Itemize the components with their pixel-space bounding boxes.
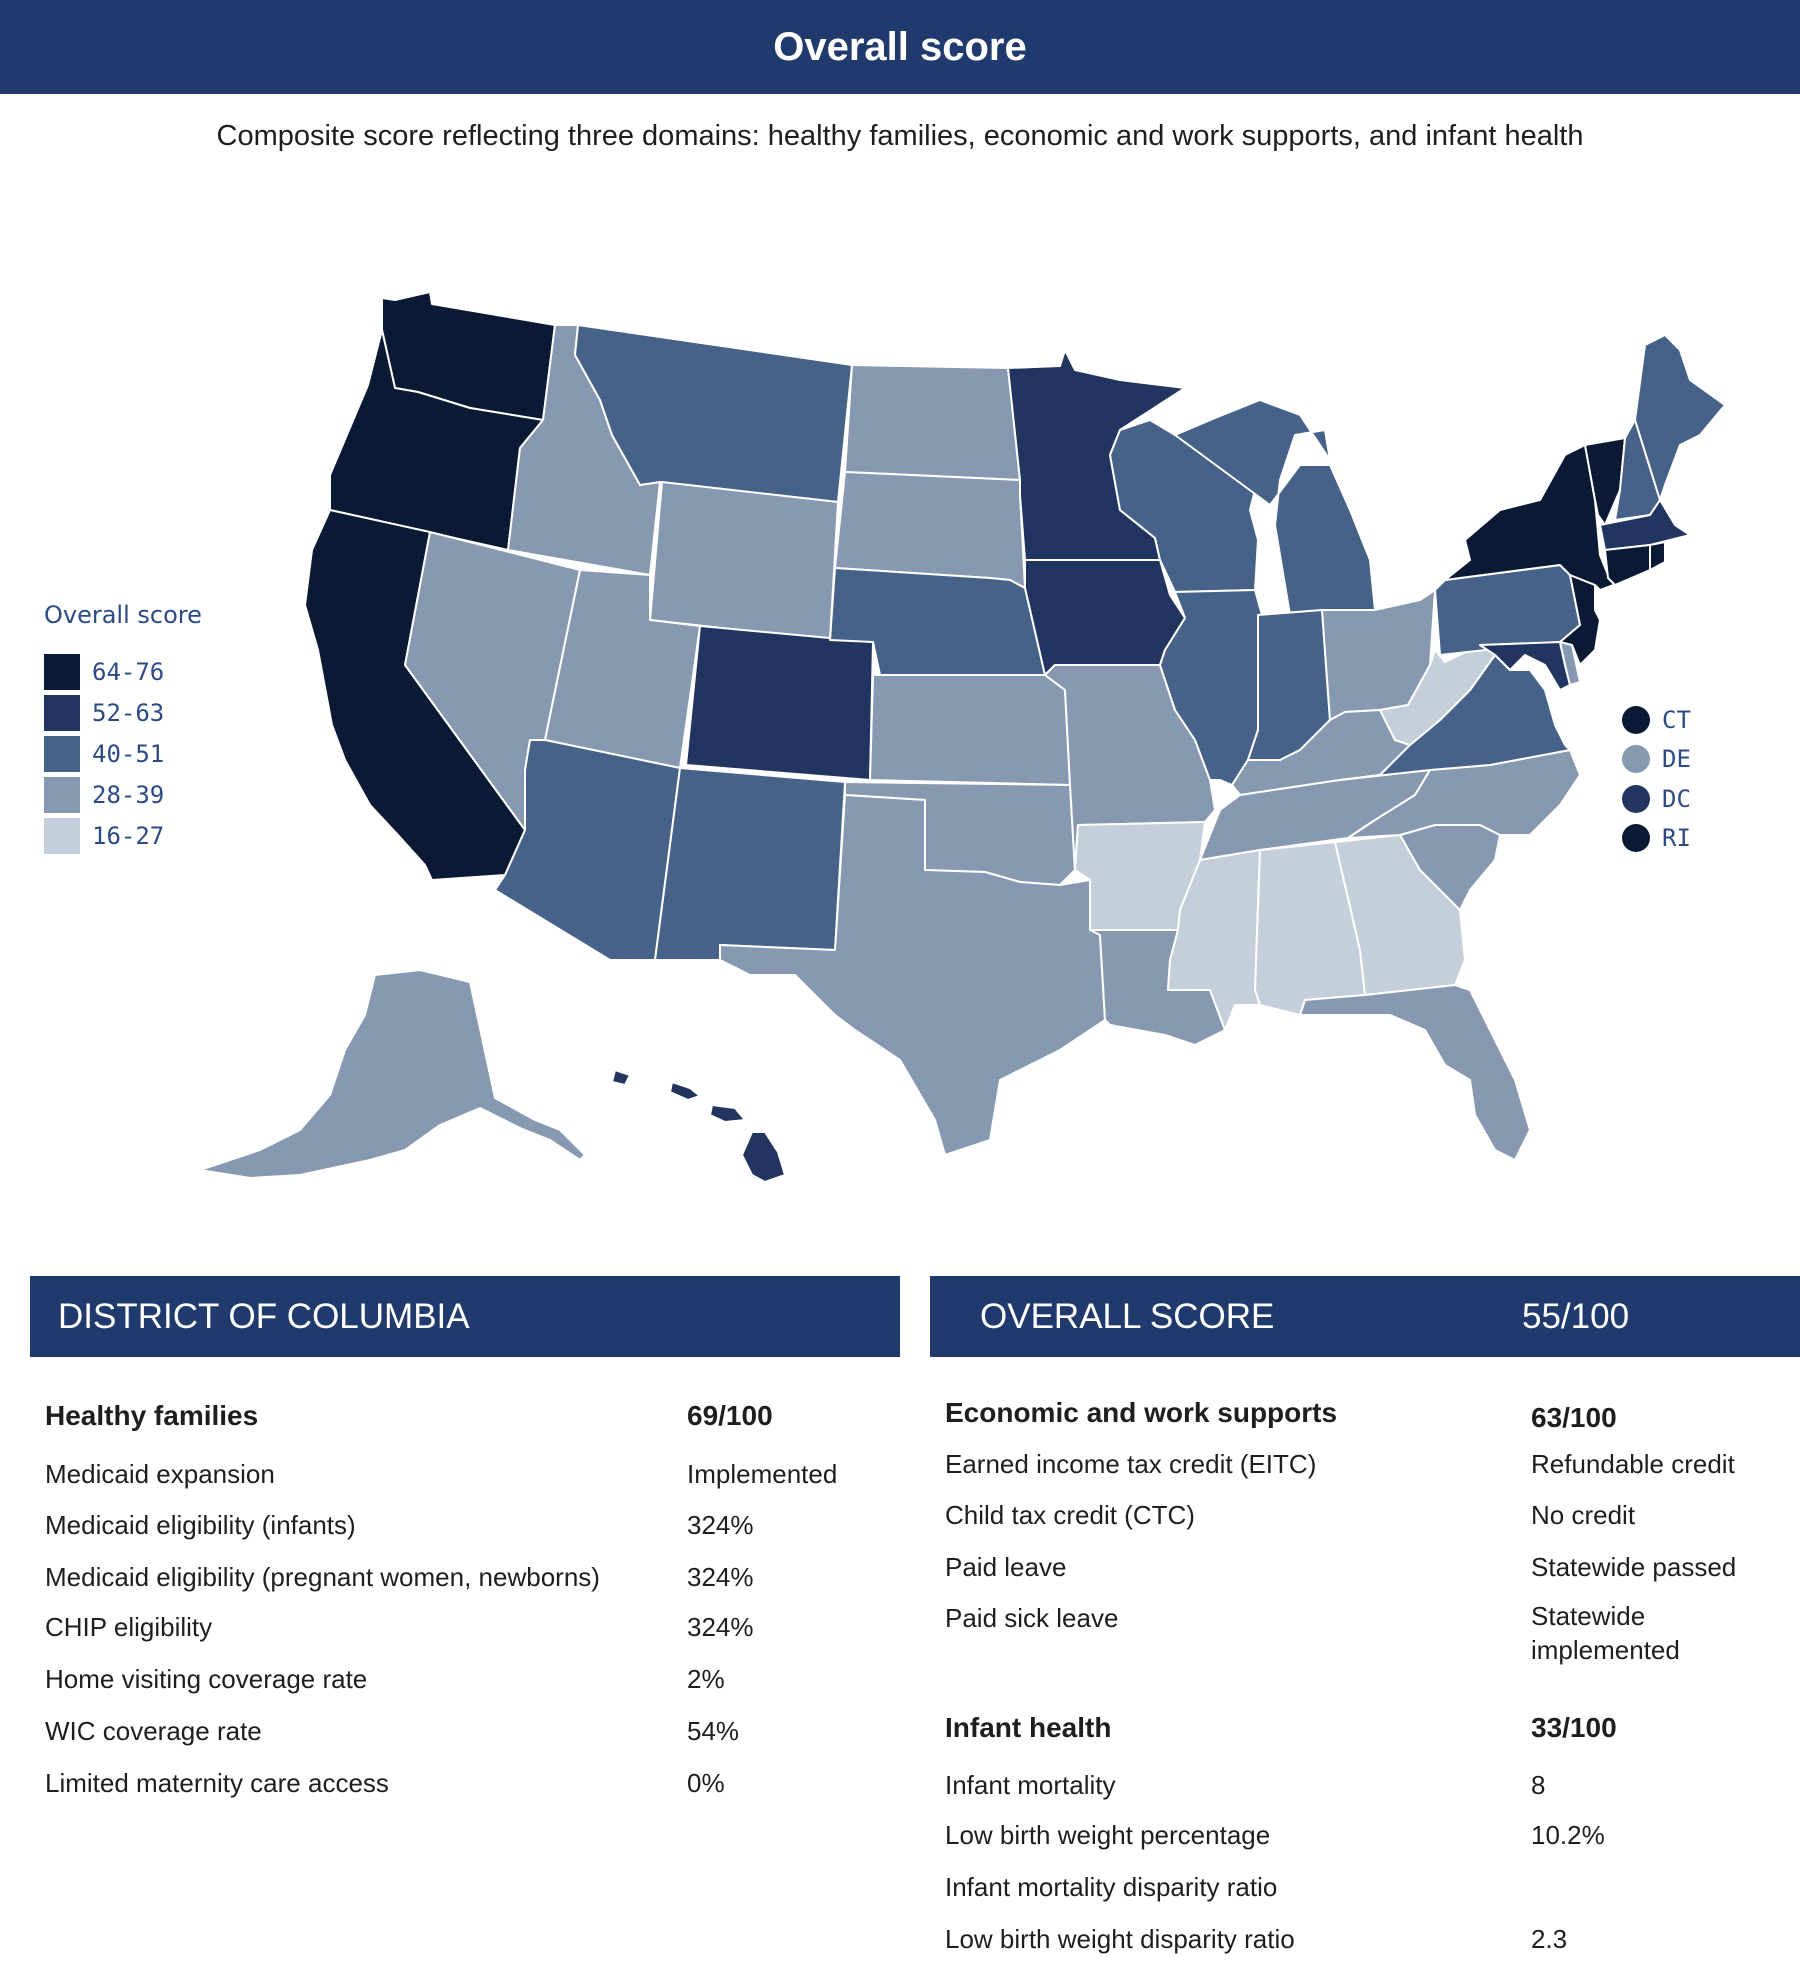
legend-label: 16-27 [92,821,165,850]
metric-value: 8 [1531,1770,1546,1800]
metric-label: Low birth weight disparity ratio [945,1924,1295,1954]
metric-value: 2.3 [1531,1924,1568,1954]
infant-health-title: Infant health [945,1712,1112,1743]
metric-label: Earned income tax credit (EITC) [945,1449,1317,1479]
metric-value: Refundable credit [1531,1449,1735,1479]
economic-work-title: Economic and work supports [945,1397,1338,1428]
small-state-item[interactable]: DC [1622,779,1691,819]
metric-label: Paid leave [945,1552,1067,1582]
infant-health-score: 33/100 [1531,1712,1617,1743]
state-ks[interactable] [869,674,1071,786]
small-state-dot [1622,784,1650,813]
state-me[interactable] [1634,334,1726,501]
state-mt[interactable] [574,324,853,503]
legend-item: 52-63 [44,692,304,733]
legend-swatch [44,653,80,690]
state-ia[interactable] [1024,559,1186,676]
legend-label: 40-51 [92,739,165,768]
overall-score-value: 55/100 [1522,1297,1630,1336]
metric-label: Child tax credit (CTC) [945,1500,1195,1530]
state-ct[interactable] [1604,544,1651,586]
metric-value: Implemented [687,1459,838,1489]
healthy-families-score: 69/100 [687,1400,773,1431]
metric-value: 324% [687,1562,754,1592]
metric-value: Statewide passed [1531,1552,1737,1582]
overall-score-header: OVERALL SCORE 55/100 [930,1276,1800,1357]
small-state-item[interactable]: DE [1622,740,1691,780]
metric-value: 10.2% [1531,1820,1605,1850]
state-name-header: DISTRICT OF COLUMBIA [30,1276,900,1357]
legend-label: 52-63 [92,698,165,727]
metric-value: 2% [687,1664,725,1694]
small-state-dot [1622,705,1650,734]
metric-label: Infant mortality [945,1770,1116,1800]
metric-value: 324% [687,1510,754,1540]
small-state-label: RI [1662,824,1691,853]
metric-label: Limited maternity care access [45,1768,389,1798]
legend-title: Overall score [44,601,202,629]
state-ri[interactable] [1649,541,1666,571]
small-state-dot [1622,824,1650,853]
metric-value: 54% [687,1716,740,1746]
metric-label: WIC coverage rate [45,1716,262,1746]
small-state-label: DC [1662,784,1691,813]
us-choropleth-map [199,291,1726,1183]
state-mi[interactable] [1174,399,1376,616]
healthy-families-title: Healthy families [45,1400,259,1431]
small-state-item[interactable]: RI [1622,819,1691,859]
metric-value: 324% [687,1612,754,1642]
legend-swatch [44,694,80,731]
economic-work-score: 63/100 [1531,1402,1617,1433]
metric-label: CHIP eligibility [45,1612,213,1642]
metric-label: Paid sick leave [945,1603,1119,1633]
state-nd[interactable] [844,364,1021,481]
legend-item: 40-51 [44,733,304,774]
metric-label: Home visiting coverage rate [45,1664,368,1694]
overall-score-label: OVERALL SCORE [980,1297,1275,1336]
state-ak[interactable] [199,969,586,1179]
legend-swatch [44,817,80,854]
small-state-label: DE [1662,745,1691,774]
state-nj[interactable] [1559,574,1601,666]
small-state-item[interactable]: CT [1622,700,1691,740]
metric-label: Infant mortality disparity ratio [945,1872,1278,1902]
state-co[interactable] [685,625,874,781]
metric-label: Medicaid eligibility (infants) [45,1510,356,1540]
legend-swatch [44,735,80,772]
legend-item: 28-39 [44,774,304,815]
state-tx[interactable] [719,794,1106,1156]
small-state-dot [1622,745,1650,774]
page-title: Overall score [0,0,1800,94]
metric-label: Medicaid expansion [45,1459,275,1489]
metric-value: 0% [687,1768,725,1798]
small-states-key: CT DE DC RI [1622,700,1691,858]
metric-label: Medicaid eligibility (pregnant women, ne… [45,1562,600,1592]
state-hi[interactable] [611,1069,786,1183]
state-wy[interactable] [649,481,839,641]
legend-swatch [44,776,80,813]
metric-label: Low birth weight percentage [945,1820,1271,1850]
state-fl[interactable] [1299,984,1531,1161]
legend-item: 64-76 [44,651,304,692]
metric-value: Statewide implemented [1531,1601,1680,1665]
state-nm[interactable] [654,767,846,961]
small-state-label: CT [1662,705,1691,734]
legend-item: 16-27 [44,815,304,856]
metric-value: No credit [1531,1500,1636,1530]
map-legend: Overall score 64-76 52-63 40-51 28-39 16… [44,601,304,856]
legend-label: 28-39 [92,780,165,809]
legend-label: 64-76 [92,657,165,686]
page-subtitle: Composite score reflecting three domains… [216,120,1584,152]
